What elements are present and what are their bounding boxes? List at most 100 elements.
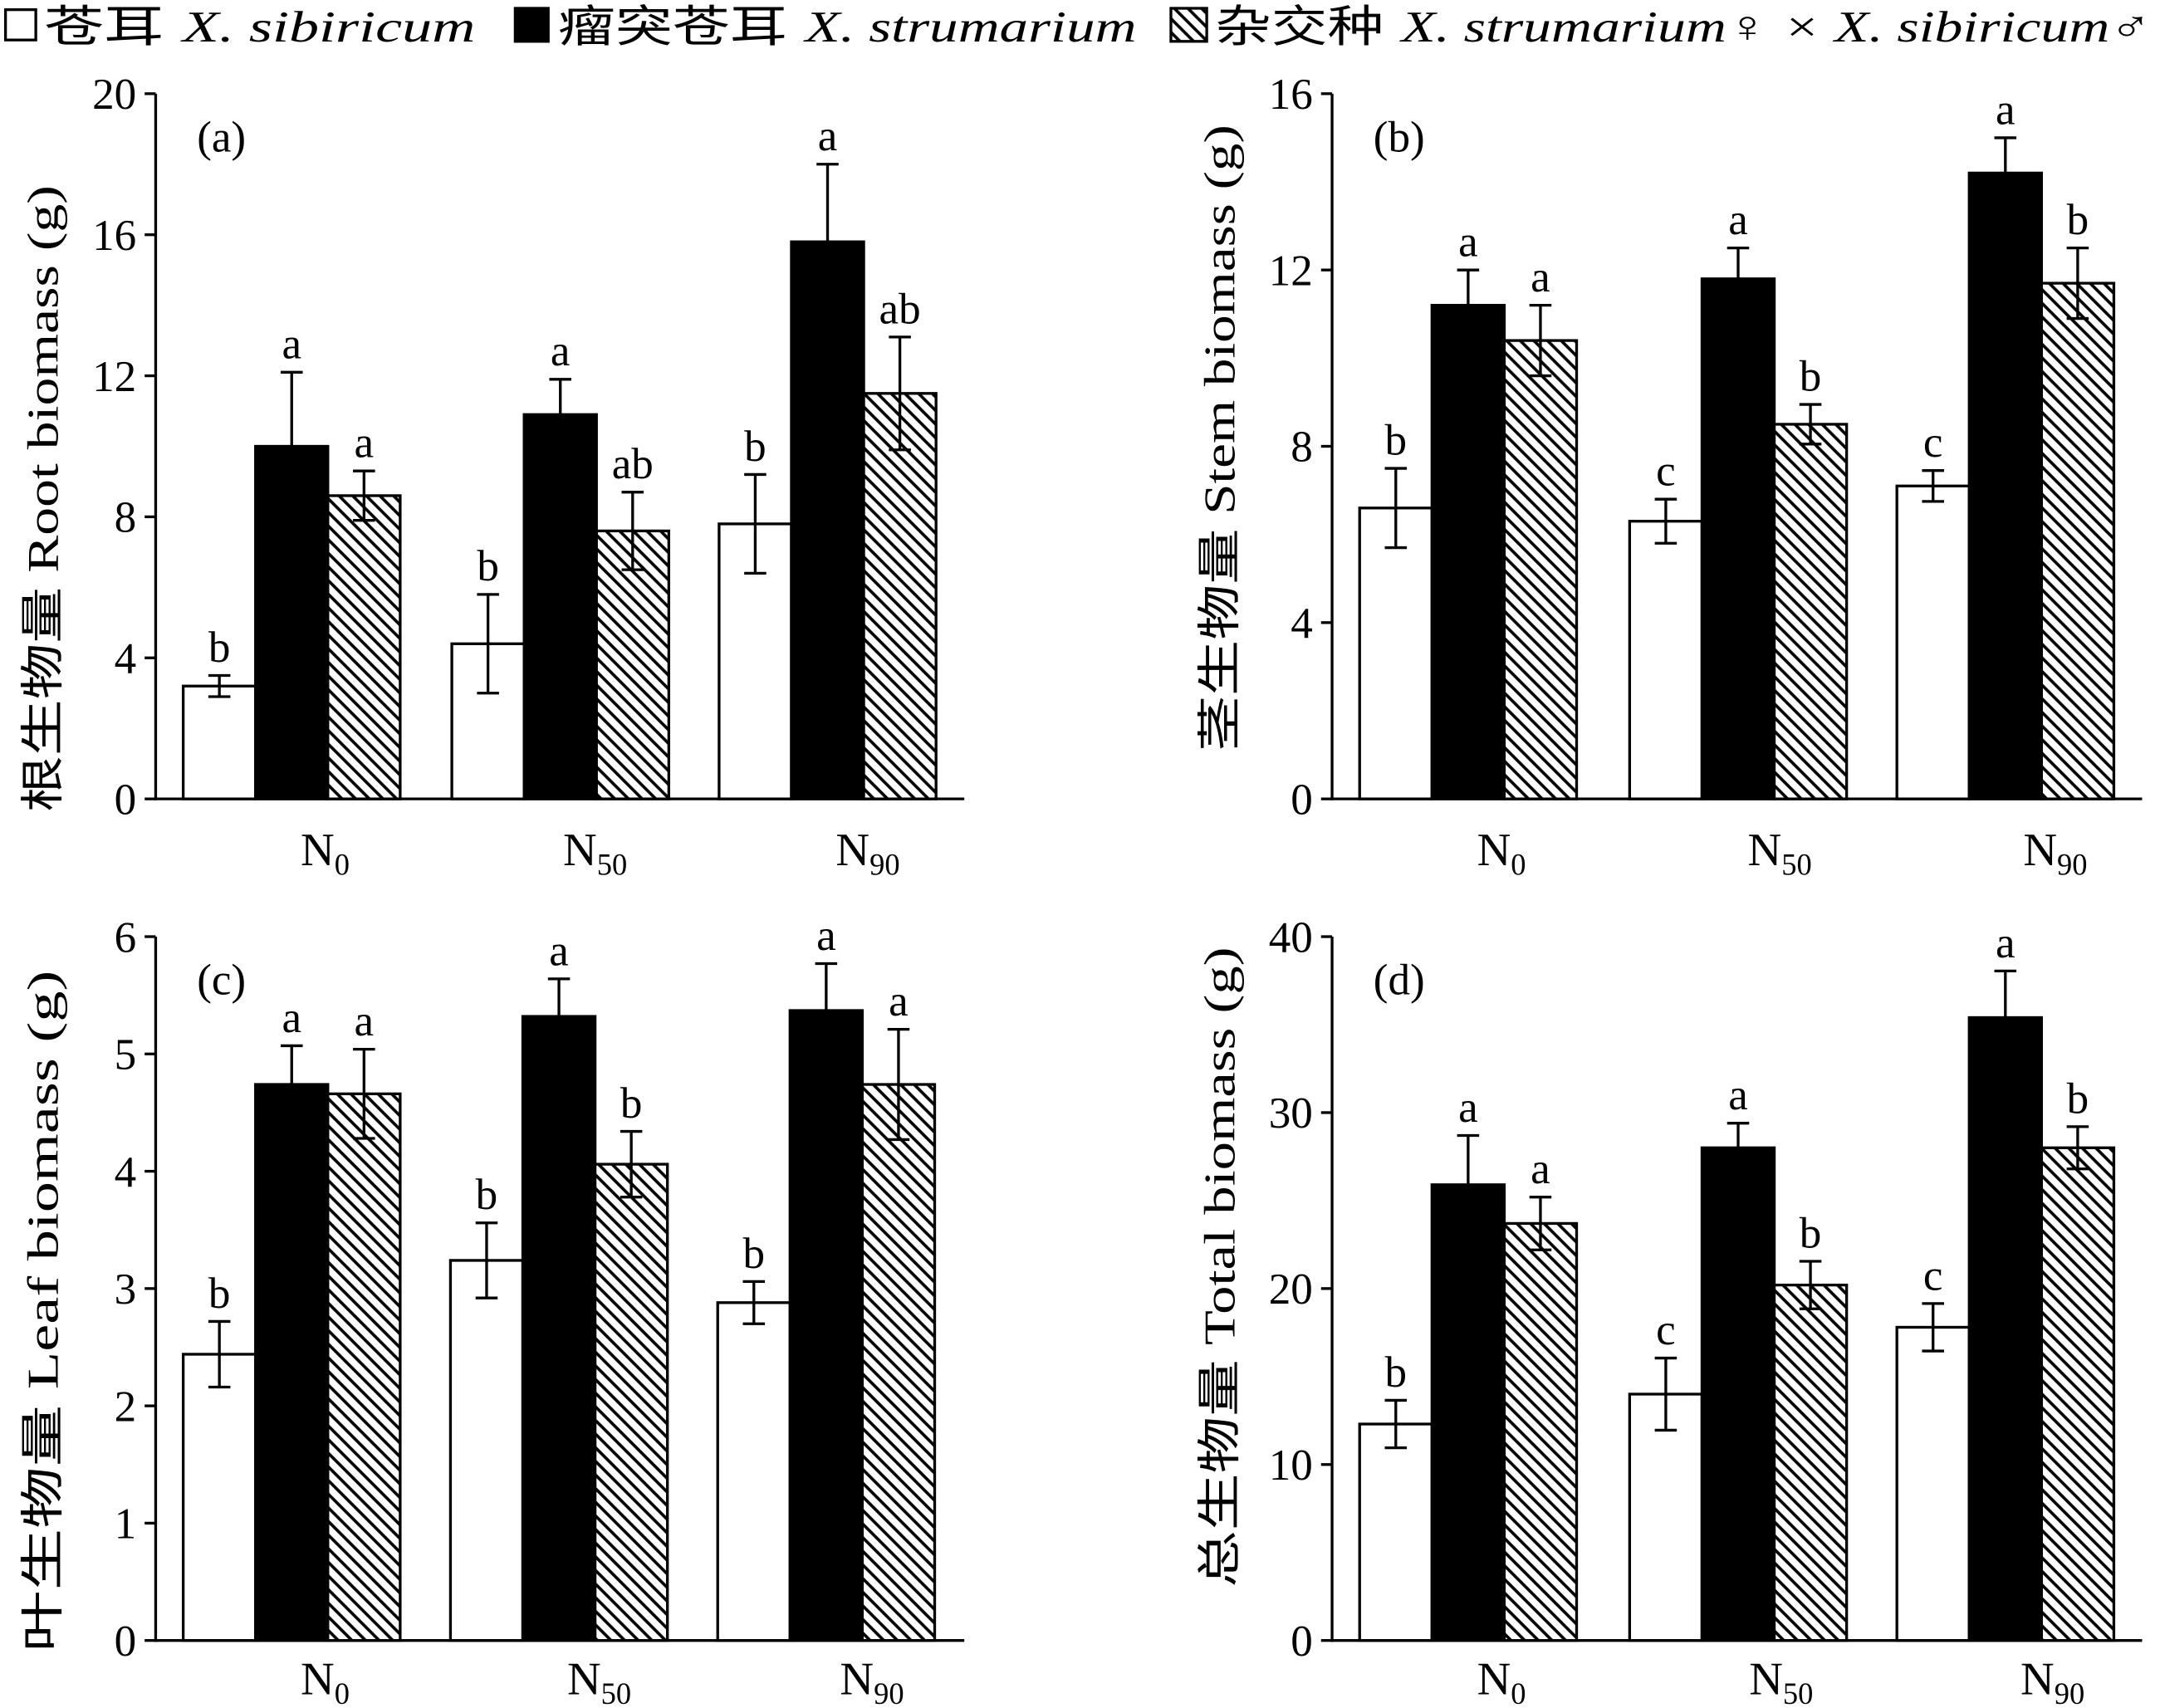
error-bar-hybrid-n90 (889, 335, 911, 452)
x-category-label: N90 (835, 825, 899, 882)
bar-sibiricum-n0 (181, 684, 257, 800)
error-bar-sibiricum-n50 (475, 1221, 498, 1299)
error-bar-strumarium-n50 (1727, 1121, 1750, 1174)
error-bar-hybrid-n90 (887, 1027, 910, 1142)
bar-hybrid-n50 (593, 1162, 669, 1642)
significance-letters: b b b a a a a b a (208, 912, 909, 1318)
significance-letter: b (208, 1270, 231, 1318)
legend-item-strumarium: 瘤突苍耳 X. strumarium (513, 3, 1137, 51)
error-bar-strumarium-n50 (549, 378, 571, 452)
significance-letter: b (1385, 416, 1408, 464)
bar-strumarium-n0 (254, 1083, 330, 1642)
significance-letter: a (1531, 1145, 1550, 1193)
error-bar-hybrid-n50 (621, 491, 644, 571)
category-subscript: 50 (601, 1676, 631, 1708)
x-category-label: N0 (1477, 825, 1526, 882)
y-tick-label: 8 (1291, 423, 1313, 472)
y-tick-label: 6 (115, 913, 137, 962)
y-tick-label: 1 (115, 1500, 137, 1549)
bar-strumarium-n90 (788, 1009, 864, 1642)
legend-label-latin: X. sibiricum (180, 3, 475, 51)
y-tick-label: 2 (115, 1383, 137, 1431)
category-main: N (2020, 1653, 2055, 1705)
significance-letter: ab (879, 285, 921, 333)
x-category-label: N90 (840, 1653, 904, 1708)
significance-letter: b (477, 542, 499, 590)
y-tick-label: 40 (1269, 913, 1313, 962)
legend-label-cn: 杂交种 (1215, 3, 1384, 51)
error-bar-sibiricum-n0 (1384, 1398, 1408, 1450)
significance-letter: c (1656, 1306, 1676, 1354)
error-bar-hybrid-n90 (2066, 246, 2089, 321)
significance-letter: a (549, 927, 569, 975)
y-ticks: 0 10 20 30 40 (1269, 913, 1333, 1666)
bar-hybrid-n0 (1502, 1221, 1579, 1642)
significance-letter: b (1385, 1348, 1408, 1397)
x-category-label: N90 (2023, 825, 2087, 882)
bar-sibiricum-n50 (1628, 1392, 1704, 1642)
bar-hybrid-n0 (326, 494, 402, 800)
error-bars (1384, 969, 2089, 1450)
significance-letter: a (1728, 196, 1748, 244)
category-main: N (567, 1653, 601, 1705)
bar-sibiricum-n0 (1358, 507, 1433, 800)
error-bar-strumarium-n50 (1727, 246, 1750, 311)
y-tick-label: 12 (1269, 247, 1313, 295)
category-subscript: 0 (335, 1676, 350, 1708)
x-categories: N0 N50 N90 (1477, 1653, 2085, 1708)
bar-hybrid-n50 (595, 529, 671, 800)
category-subscript: 50 (597, 847, 627, 881)
bar-hybrid-n90 (2040, 1146, 2116, 1642)
significance-letter: ab (612, 440, 654, 488)
x-category-label: N90 (2020, 1653, 2084, 1708)
x-category-label: N50 (567, 1653, 631, 1708)
significance-letter: b (1800, 352, 1822, 400)
x-category-label: N0 (301, 825, 350, 882)
error-bar-hybrid-n50 (1799, 403, 1822, 446)
bar-sibiricum-n90 (1895, 484, 1971, 800)
category-main: N (835, 825, 869, 876)
significance-letters: b b b a a a a ab ab (208, 112, 921, 672)
significance-letter: b (208, 624, 231, 672)
category-main: N (2023, 825, 2057, 876)
x-category-label: N0 (301, 1653, 350, 1708)
bar-strumarium-n90 (1967, 1016, 2044, 1642)
error-bar-sibiricum-n50 (477, 593, 499, 695)
significance-letter: a (1531, 253, 1550, 301)
significance-letter: b (743, 1230, 766, 1278)
error-bar-sibiricum-n0 (208, 673, 231, 698)
error-bar-strumarium-n0 (1457, 1133, 1480, 1236)
error-bar-strumarium-n90 (815, 962, 838, 1060)
significance-letters: b c c a a a a b b (1385, 919, 2089, 1397)
bar-strumarium-n90 (790, 240, 865, 800)
legend-swatch-1 (3, 7, 37, 42)
bar-strumarium-n0 (1430, 1183, 1506, 1642)
error-bar-hybrid-n50 (620, 1129, 643, 1199)
y-tick-label: 0 (115, 1617, 137, 1666)
legend-swatch-2 (513, 7, 550, 43)
error-bar-sibiricum-n50 (1654, 1356, 1678, 1432)
y-ticks: 0 4 8 12 16 20 (92, 71, 156, 824)
error-bars (208, 962, 910, 1389)
significance-letter: b (620, 1079, 643, 1128)
error-bar-hybrid-n0 (1529, 1195, 1552, 1251)
bars (1358, 1016, 2116, 1642)
y-tick-label: 20 (92, 71, 136, 119)
significance-letter: a (1458, 1084, 1478, 1132)
error-bar-strumarium-n90 (816, 163, 839, 321)
significance-letter: a (551, 327, 571, 375)
y-axis-label: 叶生物量 Leaf biomass (g) (20, 971, 68, 1652)
error-bar-sibiricum-n90 (1922, 469, 1944, 503)
error-bar-sibiricum-n90 (742, 1280, 766, 1325)
bars (181, 240, 938, 800)
y-tick-label: 10 (1269, 1441, 1313, 1490)
x-category-label: N50 (563, 825, 627, 882)
y-tick-label: 4 (1291, 600, 1313, 648)
bar-strumarium-n50 (522, 413, 598, 800)
significance-letter: b (2067, 1074, 2089, 1123)
error-bar-hybrid-n0 (353, 469, 375, 522)
